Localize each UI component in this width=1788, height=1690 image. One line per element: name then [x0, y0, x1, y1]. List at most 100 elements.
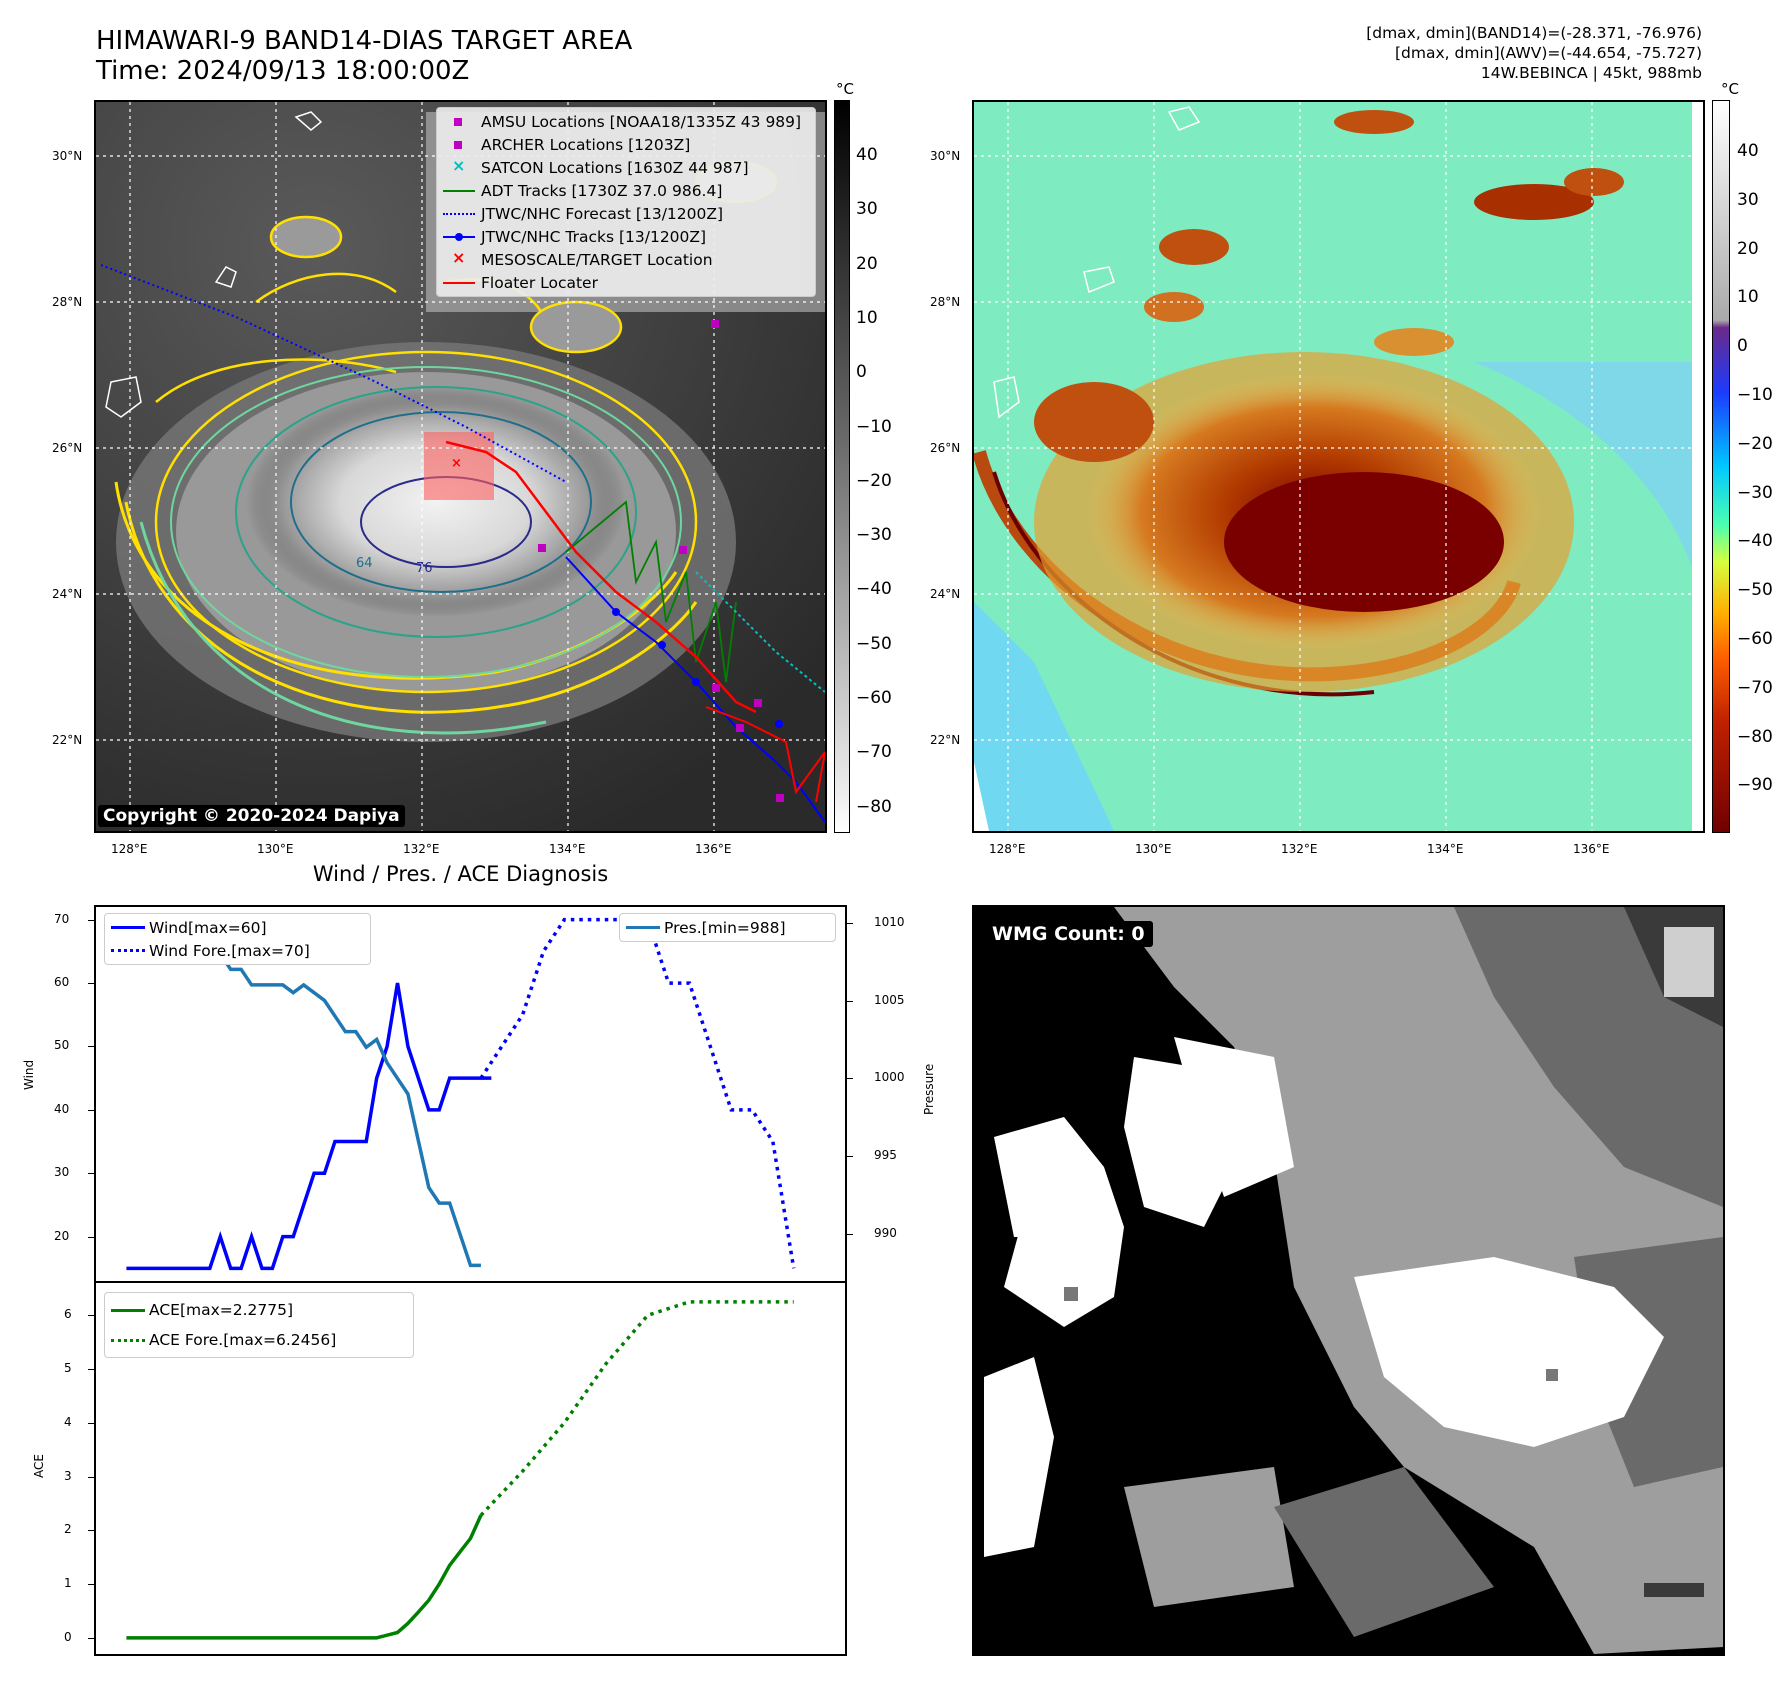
ace-ytick: 6: [64, 1307, 72, 1322]
wv-lon-tick-128: 128°E: [989, 842, 1026, 856]
wv-colorbar-tick: −10: [1737, 385, 1773, 405]
ace-ytick: 1: [64, 1576, 72, 1591]
ace-svg: [126, 1300, 794, 1640]
wind-legend: Wind[max=60] Wind Fore.[max=70]: [104, 913, 371, 965]
wv-colorbar-tick: 20: [1737, 238, 1759, 259]
wv-lon-tick-130: 130°E: [1135, 842, 1172, 856]
wv-colorbar-tick: 10: [1737, 287, 1759, 308]
wind-ytick: 40: [54, 1101, 70, 1116]
chart-time: Time: 2024/09/13 18:00:00Z: [96, 56, 470, 86]
legend-wind: Wind[max=60]: [105, 916, 370, 939]
ir-colorbar-tick: −70: [856, 742, 892, 763]
ir-lon-tick-136: 136°E: [695, 842, 732, 856]
map-legend: AMSU Locations [NOAA18/1335Z 43 989] ARC…: [436, 107, 816, 297]
legend-ace: ACE[max=2.2775]: [105, 1295, 413, 1325]
wv-lon-tick-132: 132°E: [1281, 842, 1318, 856]
wv-colorbar-tick: −60: [1737, 629, 1773, 649]
ace-ytick: 3: [64, 1468, 72, 1483]
chart-title: HIMAWARI-9 BAND14-DIAS TARGET AREA: [96, 26, 633, 56]
wind-forecast-series-line: [479, 917, 796, 1269]
ir-lat-tick-28: 28°N: [52, 295, 83, 309]
ir-lat-tick-30: 30°N: [52, 149, 83, 163]
wv-map-panel: [972, 100, 1705, 833]
ir-colorbar-tick: 0: [856, 362, 867, 383]
wv-colorbar-tick: −30: [1737, 482, 1773, 503]
ir-colorbar-tick: −10: [856, 416, 892, 437]
wind-ytick-mark: [88, 1173, 94, 1175]
ir-lon-tick-132: 132°E: [403, 842, 440, 856]
ir-colorbar-tick: −30: [856, 525, 892, 546]
wv-colorbar-tick: 30: [1737, 189, 1759, 210]
ir-lon-tick-128: 128°E: [111, 842, 148, 856]
dmax-awv: [dmax, dmin](AWV)=(-44.654, -75.727): [1395, 44, 1702, 62]
wmg-panel: WMG Count: 0: [972, 905, 1725, 1656]
wind-ytick-mark: [88, 919, 94, 921]
ir-colorbar: [834, 100, 850, 833]
wv-lon-tick-134: 134°E: [1427, 842, 1464, 856]
wind-ytick: 50: [54, 1038, 70, 1053]
ace-ytick-mark: [88, 1476, 94, 1478]
wind-series-line: [126, 982, 492, 1271]
wind-ytick-mark: [88, 983, 94, 985]
dmax-band14: [dmax, dmin](BAND14)=(-28.371, -76.976): [1366, 24, 1702, 42]
pres-ytick: 1005: [874, 992, 905, 1007]
ir-lat-tick-24: 24°N: [52, 587, 83, 601]
diag-title: Wind / Pres. / ACE Diagnosis: [312, 862, 609, 886]
wind-ytick: 60: [54, 975, 70, 990]
contour-label-64: 64: [356, 556, 373, 571]
ace-ytick: 0: [64, 1629, 72, 1644]
wv-colorbar-tick: −50: [1737, 580, 1773, 601]
wv-colorbar-tick: −20: [1737, 433, 1773, 454]
pres-ytick-mark: [847, 1078, 853, 1080]
ir-lat-tick-26: 26°N: [52, 441, 83, 455]
ace-ytick-mark: [88, 1422, 94, 1424]
ir-colorbar-tick: −20: [856, 470, 892, 491]
wv-colorbar-unit: °C: [1721, 80, 1739, 98]
wv-lat-tick-30: 30°N: [930, 149, 961, 163]
ace-plot: ACE[max=2.2775] ACE Fore.[max=6.2456]: [94, 1281, 847, 1656]
pressure-series-line: [124, 921, 481, 1268]
wv-map-image: [974, 102, 1703, 831]
copyright-label: Copyright © 2020-2024 Dapiya: [98, 805, 405, 827]
wv-lat-tick-24: 24°N: [930, 587, 961, 601]
ir-colorbar-unit: °C: [836, 80, 854, 98]
ir-colorbar-tick: −80: [856, 796, 892, 817]
legend-adt: ADT Tracks [1730Z 37.0 986.4]: [437, 179, 815, 202]
pres-ytick-mark: [847, 1234, 853, 1236]
legend-jtwc-tracks: JTWC/NHC Tracks [13/1200Z]: [437, 225, 815, 248]
ir-colorbar-tick: 40: [856, 145, 878, 165]
storm-info: 14W.BEBINCA | 45kt, 988mb: [1480, 64, 1702, 82]
ace-ytick-mark: [88, 1315, 94, 1317]
ace-ytick-mark: [88, 1584, 94, 1586]
legend-mesoscale: × MESOSCALE/TARGET Location: [452, 248, 713, 269]
wind-ytick: 20: [54, 1228, 70, 1243]
ir-colorbar-tick: 30: [856, 199, 878, 220]
wind-pressure-plot: Wind[max=60] Wind Fore.[max=70] Pres.[mi…: [94, 905, 847, 1283]
wv-colorbar-tick: −80: [1737, 726, 1773, 747]
ace-ytick-mark: [88, 1637, 94, 1639]
wind-ytick-mark: [88, 1109, 94, 1111]
legend-ace-forecast: ACE Fore.[max=6.2456]: [105, 1325, 413, 1355]
pres-ytick: 990: [874, 1226, 897, 1241]
wind-ytick: 70: [54, 911, 70, 926]
pres-ytick: 1000: [874, 1070, 905, 1085]
legend-jtwc-forecast: JTWC/NHC Forecast [13/1200Z]: [437, 202, 815, 225]
wind-ytick-mark: [88, 1046, 94, 1048]
pres-ytick-mark: [847, 922, 853, 924]
ace-ytick: 2: [64, 1522, 72, 1537]
pres-ytick: 995: [874, 1148, 897, 1163]
wv-colorbar-tick: 40: [1737, 141, 1759, 161]
wv-lat-tick-28: 28°N: [930, 295, 961, 309]
contour-label-76: 76: [416, 561, 433, 576]
wind-ytick: 30: [54, 1165, 70, 1180]
wv-lon-tick-136: 136°E: [1573, 842, 1610, 856]
wv-colorbar-tick: −90: [1737, 775, 1773, 796]
wind-ylabel: Wind: [22, 1059, 36, 1090]
legend-wind-forecast: Wind Fore.[max=70]: [105, 939, 370, 962]
ir-lon-tick-134: 134°E: [549, 842, 586, 856]
wind-ytick-mark: [88, 1236, 94, 1238]
ir-map-panel: 64 76: [94, 100, 827, 833]
wv-colorbar: [1712, 100, 1730, 833]
ace-ytick: 4: [64, 1414, 72, 1429]
target-area-box: [424, 432, 494, 500]
